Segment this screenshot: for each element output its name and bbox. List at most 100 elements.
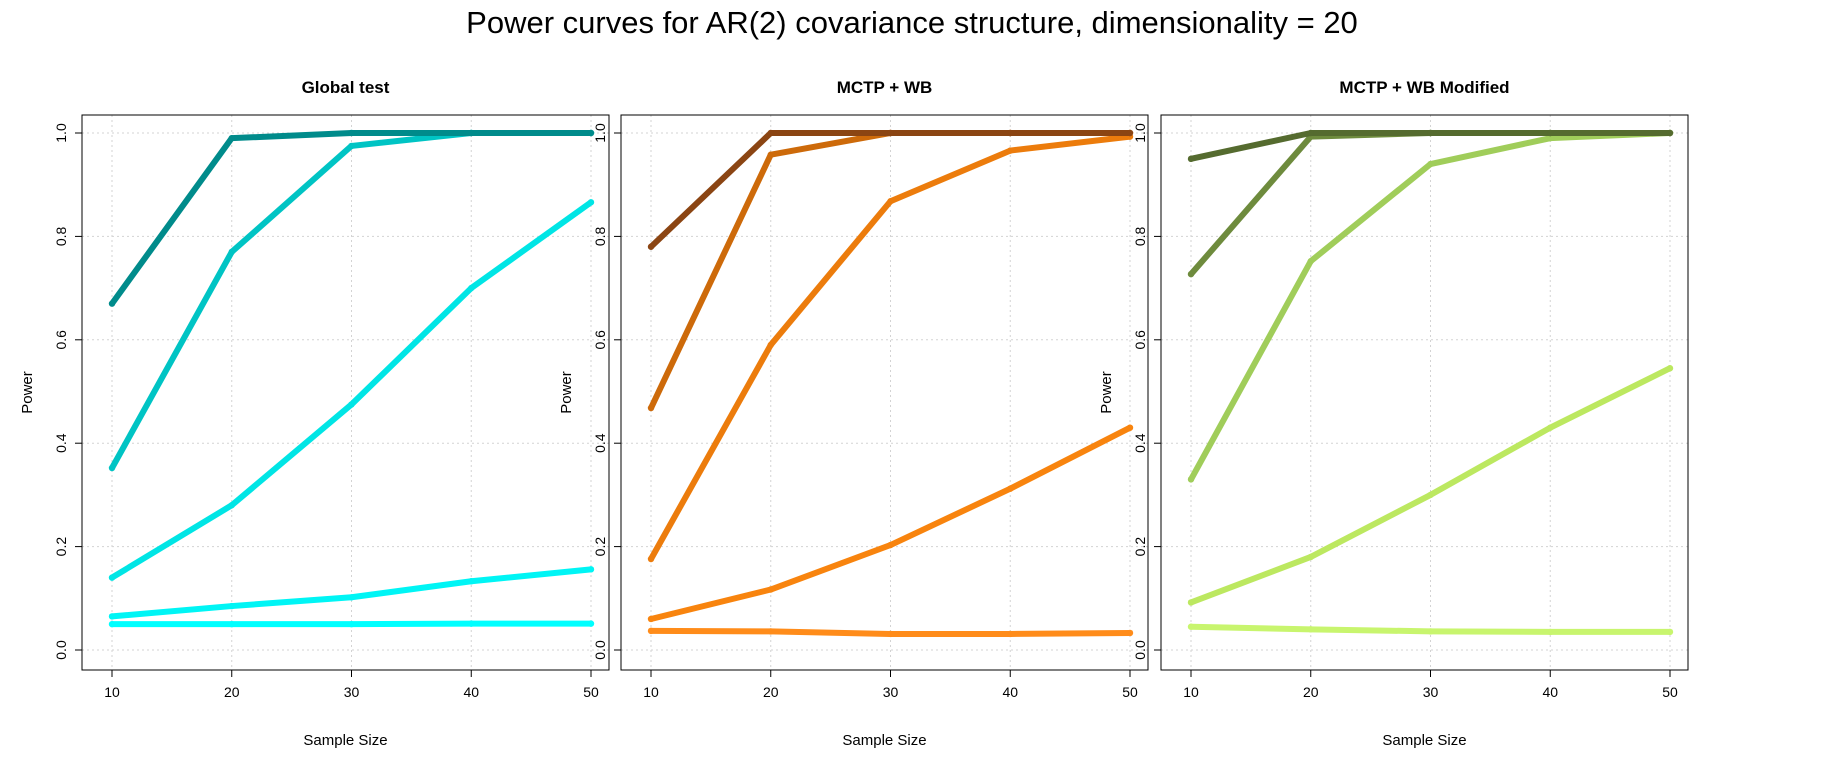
data-point [108,574,116,581]
y-tick-label: 0.6 [1132,330,1148,350]
data-point [767,151,774,158]
x-tick-label: 20 [224,684,240,700]
data-point [887,630,894,638]
x-axis-label: Sample Size [1382,732,1466,749]
data-point [1126,424,1134,431]
data-point [1007,129,1014,137]
data-point [1547,424,1554,431]
chart-panel-3: 10 20 30 40 50 0.0 0.2 0.4 0.6 0.8 1.0 MCTP + WB Mo… [1098,78,1689,749]
data-point [587,566,595,573]
data-point [348,620,355,628]
data-point [1007,147,1014,154]
data-point [767,129,774,137]
y-axis-label: Power [1098,371,1115,414]
series-line-4 [1188,130,1673,278]
y-tick-label: 0.8 [53,226,69,246]
x-tick-label: 20 [763,684,779,700]
data-point [1547,628,1554,636]
data-point [647,404,655,412]
data-point [1427,129,1434,137]
data-point [1666,129,1674,137]
data-point [468,284,475,292]
y-tick-label: 0.6 [53,330,69,350]
plot-frame [81,114,610,671]
data-point [228,602,235,610]
data-point [1307,129,1314,137]
data-point [108,464,116,472]
y-tick-label: 0.8 [592,226,608,246]
y-tick-label: 0.4 [592,433,608,453]
data-point [1427,628,1434,635]
data-point [647,243,655,250]
data-point [348,594,355,601]
data-point [1307,258,1314,265]
data-point [228,248,235,256]
x-tick-label: 50 [1662,684,1678,700]
panel-title: MCTP + WB Modified [1339,78,1509,97]
data-point [1126,129,1134,137]
data-point [647,615,655,623]
x-tick-label: 30 [883,684,899,700]
data-point [1666,628,1674,636]
y-tick-label: 0.2 [592,537,608,557]
x-axis-label: Sample Size [303,732,387,749]
chart-panel-1: 10 20 30 40 50 0.0 0.2 0.4 0.6 0.8 1.0 Global test S… [19,78,610,749]
x-tick-label: 10 [643,684,659,700]
y-tick-label: 0.4 [53,433,69,453]
data-point [1547,134,1554,142]
data-point [1187,623,1195,630]
x-tick-label: 40 [1542,684,1558,700]
data-point [587,620,595,627]
chart-panel-2: 10 20 30 40 50 0.0 0.2 0.4 0.6 0.8 1.0 MCTP + WB Sam… [558,78,1149,749]
data-point [348,129,355,137]
x-tick-label: 50 [583,684,599,700]
x-tick-label: 50 [1122,684,1138,700]
data-point [767,586,774,593]
y-tick-label: 0.2 [53,537,69,557]
y-tick-label: 0.4 [1132,433,1148,453]
x-tick-label: 40 [1002,684,1018,700]
x-tick-label: 10 [1183,684,1199,700]
data-point [1307,553,1314,561]
data-point [1666,365,1674,372]
data-point [1427,160,1434,168]
data-point [1007,485,1014,492]
y-tick-label: 1.0 [1132,123,1148,143]
y-axis-label: Power [19,371,36,414]
data-point [1187,155,1195,163]
data-point [1547,129,1554,137]
data-point [647,555,655,563]
data-point [108,613,116,620]
y-tick-label: 1.0 [592,123,608,143]
figure-title: Power curves for AR(2) covariance struct… [466,5,1358,40]
data-point [468,578,475,585]
data-point [228,502,235,509]
y-tick-label: 1.0 [53,123,69,143]
x-axis-label: Sample Size [842,732,926,749]
x-tick-label: 40 [463,684,479,700]
data-point [887,129,894,137]
data-point [348,401,355,408]
data-point [348,142,355,150]
data-point [1007,630,1014,638]
y-axis-label: Power [558,371,575,414]
data-point [468,129,475,137]
data-point [587,199,595,206]
data-point [1187,270,1195,278]
data-point [108,300,116,307]
data-point [108,620,116,628]
panel-title: Global test [302,78,390,97]
y-tick-label: 0.0 [53,640,69,660]
data-point [228,134,235,142]
x-tick-label: 10 [104,684,120,700]
series-line-5 [109,130,594,307]
x-tick-label: 30 [1423,684,1439,700]
data-point [1187,476,1195,483]
data-point [647,627,655,635]
x-tick-label: 20 [1303,684,1319,700]
y-tick-label: 0.6 [592,330,608,350]
data-point [1427,491,1434,499]
data-point [1126,629,1134,637]
data-point [228,620,235,628]
